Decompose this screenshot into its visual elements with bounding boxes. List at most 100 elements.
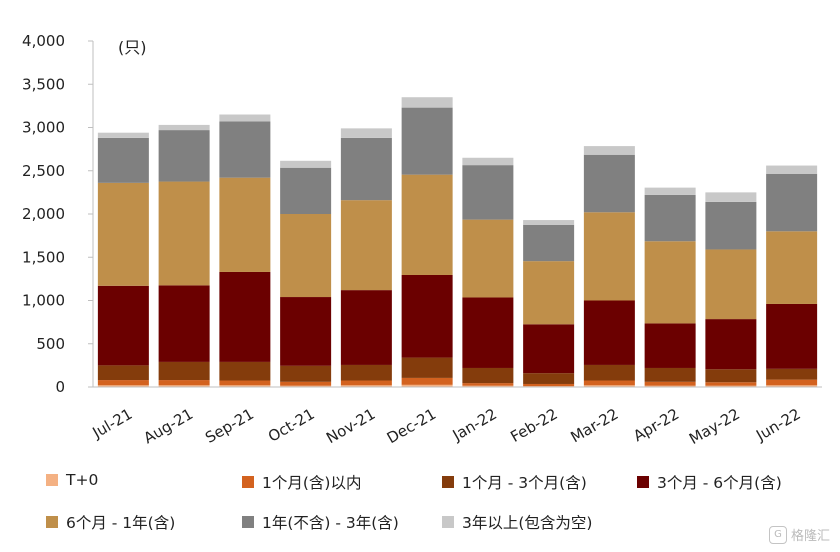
bar-segment bbox=[280, 385, 332, 387]
legend-label: 6个月 - 1年(含) bbox=[66, 514, 176, 532]
x-axis: Jul-21 Aug-21 Sep-21 Oct-21 Nov-21 Dec-21 Jan-… bbox=[89, 386, 822, 448]
bar-segment bbox=[401, 384, 453, 387]
stacked-bar-chart: 05001,0001,5002,0002,5003,0003,5004,000 … bbox=[22, 32, 822, 448]
bar-segment bbox=[583, 154, 635, 213]
bar-stack bbox=[158, 124, 210, 387]
bar-segment bbox=[644, 194, 696, 242]
bar-segment bbox=[766, 173, 818, 232]
x-tick-label: Mar-22 bbox=[567, 405, 621, 447]
bar-segment bbox=[583, 300, 635, 365]
y-tick-label: 0 bbox=[55, 378, 65, 396]
legend-label: 3个月 - 6个月(含) bbox=[657, 474, 782, 492]
legend-swatch bbox=[637, 476, 649, 488]
bar-segment bbox=[766, 165, 818, 174]
x-tick-label: Dec-21 bbox=[384, 405, 439, 447]
bar-segment bbox=[401, 97, 453, 108]
legend: T+0 1个月(含)以内 1个月 - 3个月(含) 3个月 - 6个月(含) 6个月 -… bbox=[0, 462, 840, 552]
legend-swatch bbox=[46, 474, 58, 486]
bar-segment bbox=[705, 382, 757, 386]
bar-segment bbox=[462, 367, 514, 384]
bar-segment bbox=[219, 385, 271, 387]
bar-segment bbox=[766, 303, 818, 369]
bar-segment bbox=[219, 361, 271, 381]
x-tick-label: Jan-22 bbox=[449, 405, 500, 445]
bar-segment bbox=[158, 130, 210, 182]
legend-label: 3年以上(包含为空) bbox=[462, 514, 593, 532]
bar-segment bbox=[340, 290, 392, 365]
bar-segment bbox=[340, 128, 392, 138]
x-tick-label: Jun-22 bbox=[752, 405, 803, 445]
bar-segment bbox=[644, 241, 696, 324]
bar-segment bbox=[158, 285, 210, 362]
legend-item: 1个月 - 3个月(含) bbox=[442, 471, 587, 493]
bar-segment bbox=[583, 380, 635, 386]
bar-segment bbox=[583, 385, 635, 387]
legend-label: 1年(不含) - 3年(含) bbox=[262, 514, 399, 532]
bar-segment bbox=[583, 146, 635, 155]
bar-stack bbox=[523, 220, 575, 387]
unit-label: (只) bbox=[118, 38, 147, 57]
legend-swatch bbox=[442, 476, 454, 488]
legend-swatch bbox=[46, 516, 58, 528]
y-tick-label: 1,500 bbox=[22, 248, 65, 266]
bar-segment bbox=[462, 297, 514, 368]
bar-segment bbox=[523, 220, 575, 225]
bar-segment bbox=[462, 383, 514, 386]
bar-segment bbox=[401, 107, 453, 175]
bar-segment bbox=[97, 380, 149, 386]
bar-stack bbox=[462, 157, 514, 387]
bar-segment bbox=[766, 231, 818, 304]
bar-segment bbox=[401, 274, 453, 358]
bar-segment bbox=[644, 187, 696, 195]
bar-segment bbox=[644, 323, 696, 368]
bar-stack bbox=[766, 165, 818, 387]
bar-segment bbox=[523, 324, 575, 374]
bar-segment bbox=[97, 182, 149, 286]
bar-stack bbox=[340, 128, 392, 387]
bar-segment bbox=[158, 181, 210, 286]
watermark-text: 格隆汇 bbox=[790, 529, 830, 544]
bar-stack bbox=[280, 160, 332, 387]
bar-segment bbox=[401, 357, 453, 378]
bar-segment bbox=[705, 369, 757, 383]
bar-segment bbox=[97, 385, 149, 387]
x-tick-label: Sep-21 bbox=[202, 405, 257, 447]
bar-segment bbox=[340, 385, 392, 387]
y-tick-label: 2,500 bbox=[22, 162, 65, 180]
bar-stack bbox=[705, 192, 757, 387]
bar-segment bbox=[219, 271, 271, 362]
y-tick-label: 2,000 bbox=[22, 205, 65, 223]
bar-segment bbox=[401, 174, 453, 275]
legend-label: 1个月(含)以内 bbox=[262, 474, 362, 492]
bar-segment bbox=[583, 212, 635, 301]
bar-segment bbox=[705, 319, 757, 370]
bar-segment bbox=[158, 380, 210, 386]
bar-segment bbox=[219, 380, 271, 386]
bar-segment bbox=[401, 377, 453, 385]
bar-segment bbox=[340, 364, 392, 381]
x-tick-label: Aug-21 bbox=[141, 405, 197, 447]
bar-stack bbox=[97, 132, 149, 387]
legend-swatch bbox=[242, 516, 254, 528]
legend-swatch bbox=[442, 516, 454, 528]
legend-label: 1个月 - 3个月(含) bbox=[462, 474, 587, 492]
bar-segment bbox=[340, 380, 392, 386]
bar-segment bbox=[766, 379, 818, 386]
x-tick-label: Jul-21 bbox=[89, 405, 136, 442]
watermark-logo-icon: G bbox=[768, 525, 787, 544]
bar-segment bbox=[523, 373, 575, 384]
bar-segment bbox=[97, 132, 149, 138]
bar-segment bbox=[705, 201, 757, 250]
bar-segment bbox=[280, 167, 332, 214]
legend-item: T+0 bbox=[46, 471, 98, 489]
bar-segment bbox=[523, 224, 575, 262]
x-tick-label: Feb-22 bbox=[507, 405, 560, 446]
legend-item: 6个月 - 1年(含) bbox=[46, 511, 175, 533]
bar-segment bbox=[97, 285, 149, 366]
x-tick-label: May-22 bbox=[686, 405, 743, 448]
bar-segment bbox=[280, 160, 332, 168]
bar-segment bbox=[97, 137, 149, 183]
legend-label: T+0 bbox=[66, 471, 99, 489]
bar-segment bbox=[280, 214, 332, 298]
y-tick-label: 3,500 bbox=[22, 75, 65, 93]
